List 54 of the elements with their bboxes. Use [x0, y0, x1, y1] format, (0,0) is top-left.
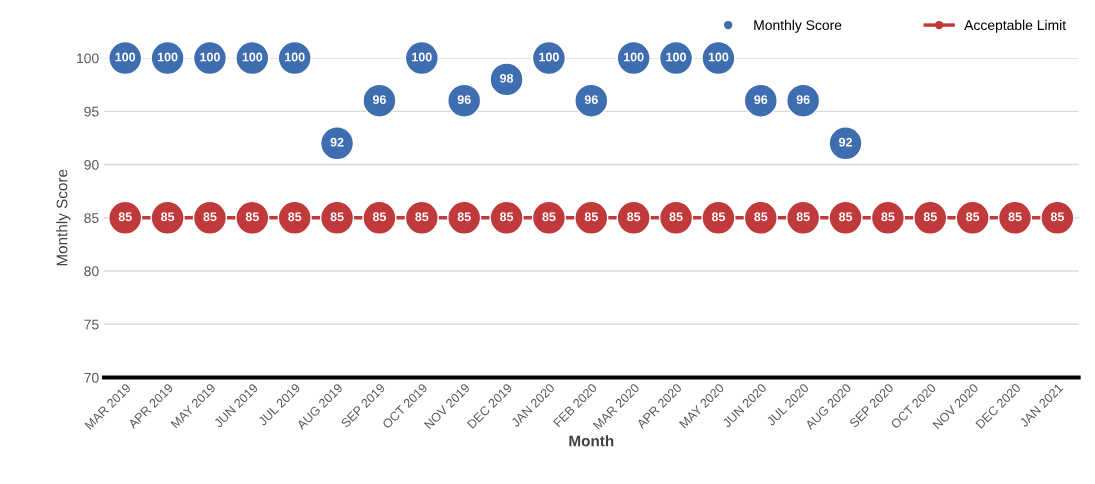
- data-label: 85: [669, 212, 683, 222]
- data-label: 92: [839, 137, 852, 147]
- data-label: 96: [457, 95, 471, 105]
- data-label: 100: [242, 52, 263, 62]
- data-label: 85: [118, 212, 132, 222]
- y-tick-label: 100: [77, 53, 99, 64]
- data-label: 85: [245, 212, 259, 222]
- y-tick-label: 75: [84, 319, 99, 330]
- data-label: 100: [666, 52, 686, 62]
- data-label: 85: [754, 212, 768, 222]
- point: [362, 83, 397, 118]
- data-label: 85: [923, 212, 937, 222]
- data-label: 100: [157, 52, 178, 62]
- data-label: 100: [285, 52, 305, 62]
- data-label: 85: [627, 212, 641, 222]
- data-label: 92: [330, 137, 344, 147]
- data-label: 85: [584, 212, 598, 222]
- data-label: 100: [708, 52, 729, 62]
- data-label: 96: [796, 95, 810, 105]
- data-label: 85: [881, 212, 895, 222]
- data-label: 96: [372, 95, 386, 105]
- data-label: 85: [1008, 212, 1022, 222]
- data-label: 85: [161, 212, 175, 222]
- data-label: 85: [288, 212, 302, 222]
- data-label: 100: [412, 52, 432, 62]
- x-axis-title: Month: [569, 435, 614, 447]
- data-label: 100: [624, 52, 644, 62]
- data-label: 96: [584, 95, 598, 105]
- data-label: 85: [330, 212, 344, 222]
- y-tick-label: 70: [84, 372, 99, 383]
- data-label: 85: [542, 212, 556, 222]
- data-label: 85: [415, 212, 429, 222]
- y-axis-title: Monthly Score: [56, 169, 71, 266]
- data-label: 100: [539, 52, 559, 62]
- data-label: 98: [500, 73, 514, 83]
- data-label: 85: [457, 212, 471, 222]
- data-label: 85: [203, 212, 217, 222]
- data-label: 85: [966, 212, 980, 222]
- data-label: 100: [200, 52, 220, 62]
- data-label: 96: [754, 95, 768, 105]
- data-label: 85: [796, 212, 810, 222]
- data-label: 85: [1050, 212, 1064, 222]
- data-label: 85: [372, 212, 387, 222]
- y-tick-label: 95: [84, 106, 99, 117]
- y-tick-label: 80: [84, 266, 99, 277]
- data-label: 100: [115, 52, 136, 62]
- data-label: 85: [500, 212, 514, 222]
- point: [489, 62, 524, 97]
- y-tick-label: 85: [84, 213, 99, 223]
- data-label: 85: [838, 212, 853, 222]
- legend-label: Monthly Score: [754, 19, 842, 33]
- data-label: 85: [711, 212, 726, 222]
- y-tick-label: 90: [84, 159, 99, 170]
- legend-label: Acceptable Limit: [964, 19, 1066, 33]
